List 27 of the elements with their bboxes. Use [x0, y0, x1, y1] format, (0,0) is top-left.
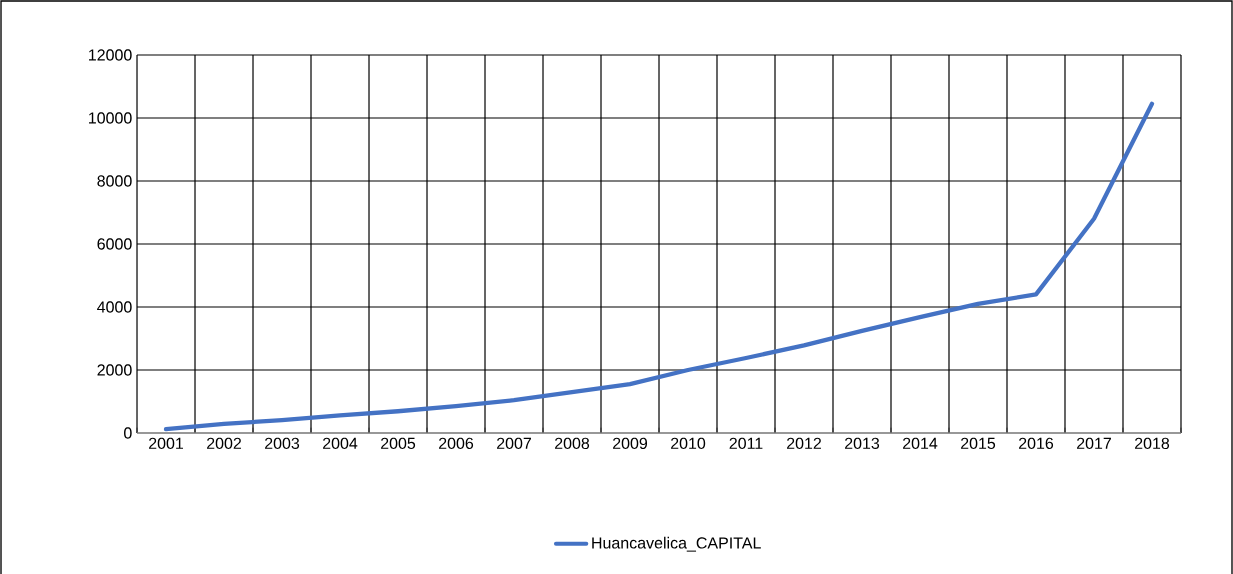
x-tick-label: 2016: [1019, 437, 1054, 450]
x-tick-label: 2005: [381, 437, 416, 450]
y-tick-label: 4000: [97, 301, 132, 313]
y-tick-label: 2000: [97, 364, 132, 376]
y-tick-label: 12000: [89, 49, 132, 61]
x-tick-label: 2002: [207, 437, 241, 450]
x-tick-label: 2001: [149, 437, 184, 450]
x-tick-label: 2003: [265, 437, 300, 450]
x-tick-label: 2006: [439, 437, 474, 450]
y-tick-label: 6000: [97, 238, 132, 250]
x-tick-label: 2015: [961, 437, 996, 450]
x-tick-label: 2018: [1134, 437, 1170, 450]
legend-label: Huancavelica_CAPITAL: [592, 536, 761, 552]
y-tick-label: 0: [124, 427, 132, 439]
x-tick-label: 2012: [787, 437, 821, 450]
x-tick-label: 2014: [903, 437, 938, 450]
y-tick-label: 8000: [97, 175, 132, 187]
y-tick-label: 10000: [89, 112, 132, 124]
x-tick-label: 2010: [671, 437, 706, 450]
x-tick-label: 2017: [1076, 437, 1111, 450]
x-tick-label: 2009: [613, 437, 648, 450]
x-tick-label: 2004: [323, 437, 358, 450]
x-tick-label: 2013: [845, 437, 880, 450]
x-tick-label: 2008: [555, 437, 590, 450]
x-tick-label: 2007: [497, 437, 531, 450]
line-series: [163, 101, 1155, 432]
x-tick-label: 2011: [729, 437, 763, 450]
